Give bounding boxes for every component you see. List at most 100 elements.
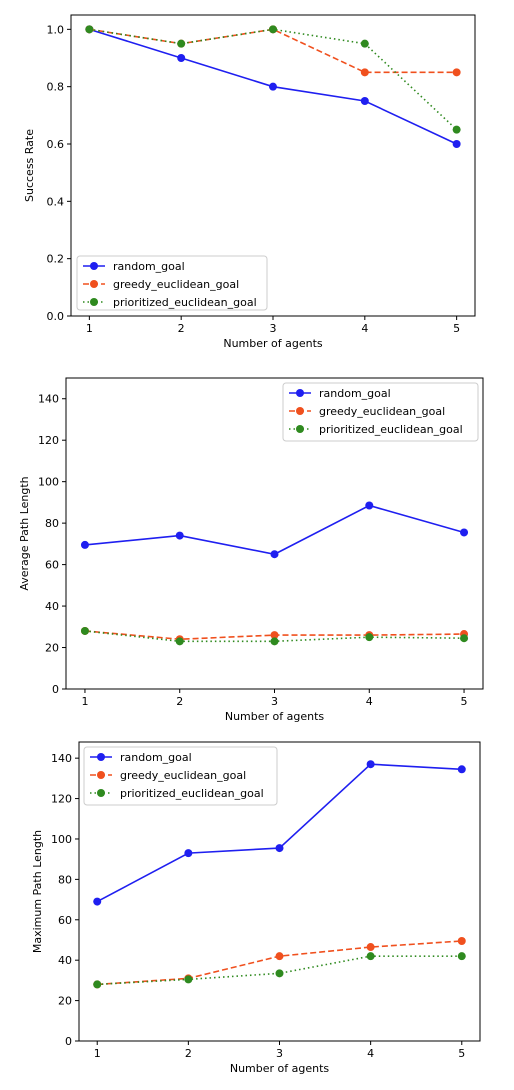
data-point (275, 844, 284, 853)
y-tick-label: 0.0 (47, 310, 65, 323)
y-tick-label: 1.0 (47, 23, 65, 36)
legend-entry: greedy_euclidean_goal (120, 769, 246, 782)
y-tick-label: 40 (58, 954, 72, 967)
y-axis-label: Maximum Path Length (31, 830, 44, 953)
data-point (270, 631, 279, 640)
x-tick-label: 5 (458, 1047, 465, 1060)
data-point (93, 980, 102, 989)
legend-entry: random_goal (319, 387, 391, 400)
legend-swatch-marker (97, 789, 105, 797)
average-path-length-chart: 1 2 3 4 5 0 20 40 60 80 100 120 140 Number of agents A… (18, 377, 484, 723)
legend-entry: prioritized_euclidean_goal (120, 787, 264, 800)
data-point (457, 936, 466, 945)
data-point (360, 97, 369, 105)
legend-entry: random_goal (120, 751, 192, 764)
data-point (452, 140, 461, 148)
data-point (365, 501, 374, 510)
x-tick-label: 3 (276, 1047, 283, 1060)
data-point (175, 637, 184, 646)
data-point (184, 849, 193, 858)
data-point (457, 952, 466, 961)
x-axis-label: Number of agents (223, 337, 323, 350)
series-line-greedy-euclidean-goal (89, 28, 457, 74)
y-tick-label: 100 (51, 833, 72, 846)
x-tick-label: 4 (367, 1047, 374, 1060)
y-tick-label: 0.6 (47, 138, 65, 151)
data-point (460, 528, 469, 537)
data-point (177, 39, 186, 48)
y-tick-label: 40 (45, 600, 59, 613)
y-tick-label: 20 (45, 642, 59, 655)
x-tick-label: 1 (86, 322, 93, 335)
y-tick-label: 60 (45, 559, 59, 572)
data-point (365, 633, 374, 642)
data-point (452, 68, 461, 77)
data-point (85, 25, 94, 34)
x-tick-label: 1 (81, 695, 88, 708)
y-tick-label: 0 (52, 683, 59, 696)
y-axis-label: Average Path Length (18, 476, 31, 590)
x-tick-label: 2 (185, 1047, 192, 1060)
legend-swatch-marker (97, 771, 105, 779)
series-line-prioritized-euclidean-goal (89, 28, 458, 131)
y-tick-label: 140 (38, 393, 59, 406)
x-tick-label: 4 (366, 695, 373, 708)
legend-box (83, 746, 278, 806)
legend-swatch-marker (296, 389, 304, 397)
x-axis-label: Number of agents (230, 1062, 330, 1075)
data-point (366, 952, 375, 961)
y-tick-label: 80 (45, 517, 59, 530)
data-point (269, 25, 277, 34)
legend-entry: greedy_euclidean_goal (113, 278, 239, 291)
legend-entry: random_goal (113, 260, 185, 273)
legend-swatch-marker (90, 280, 98, 288)
data-point (360, 68, 369, 77)
legend-swatch-marker (296, 425, 304, 433)
y-tick-label: 120 (51, 793, 72, 806)
series-line-greedy-euclidean-goal (97, 940, 462, 986)
maximum-path-length-chart: 1 2 3 4 5 0 20 40 60 80 100 120 140 Number of agents M… (31, 741, 481, 1075)
legend-swatch-marker (296, 407, 304, 415)
x-tick-label: 4 (361, 322, 368, 335)
success-rate-chart: 1 2 3 4 5 0.0 0.2 0.4 0.6 0.8 1.0 Number of agents S… (23, 14, 476, 350)
data-point (460, 634, 469, 643)
data-point (80, 540, 89, 549)
data-point (275, 952, 284, 961)
y-tick-label: 0.8 (47, 81, 65, 94)
data-point (366, 760, 375, 769)
legend-entry: prioritized_euclidean_goal (319, 423, 463, 436)
x-tick-label: 1 (94, 1047, 101, 1060)
y-tick-label: 120 (38, 434, 59, 447)
legend-box (282, 382, 479, 442)
x-tick-label: 3 (270, 322, 277, 335)
x-tick-label: 2 (176, 695, 183, 708)
data-point (269, 82, 277, 91)
data-point (452, 125, 461, 134)
x-axis-label: Number of agents (225, 710, 325, 723)
y-tick-label: 20 (58, 995, 72, 1008)
legend-entry: prioritized_euclidean_goal (113, 296, 257, 309)
y-tick-label: 0 (65, 1035, 72, 1048)
data-point (270, 550, 279, 559)
data-point (93, 897, 102, 906)
x-tick-label: 2 (178, 322, 185, 335)
y-tick-label: 0.4 (47, 195, 65, 208)
legend-entry: greedy_euclidean_goal (319, 405, 445, 418)
data-point (184, 975, 193, 984)
y-tick-label: 60 (58, 914, 72, 927)
data-point (275, 969, 284, 978)
y-tick-label: 80 (58, 873, 72, 886)
series-line-random-goal (84, 504, 465, 556)
data-point (457, 765, 466, 774)
y-tick-label: 100 (38, 476, 59, 489)
data-point (270, 637, 279, 646)
legend-box (76, 255, 268, 311)
x-tick-label: 3 (271, 695, 278, 708)
x-tick-label: 5 (461, 695, 468, 708)
y-axis-label: Success Rate (23, 129, 36, 202)
data-point (175, 531, 184, 540)
y-tick-label: 140 (51, 752, 72, 765)
legend-swatch-marker (90, 298, 98, 306)
data-point (360, 39, 369, 48)
x-tick-label: 5 (453, 322, 460, 335)
